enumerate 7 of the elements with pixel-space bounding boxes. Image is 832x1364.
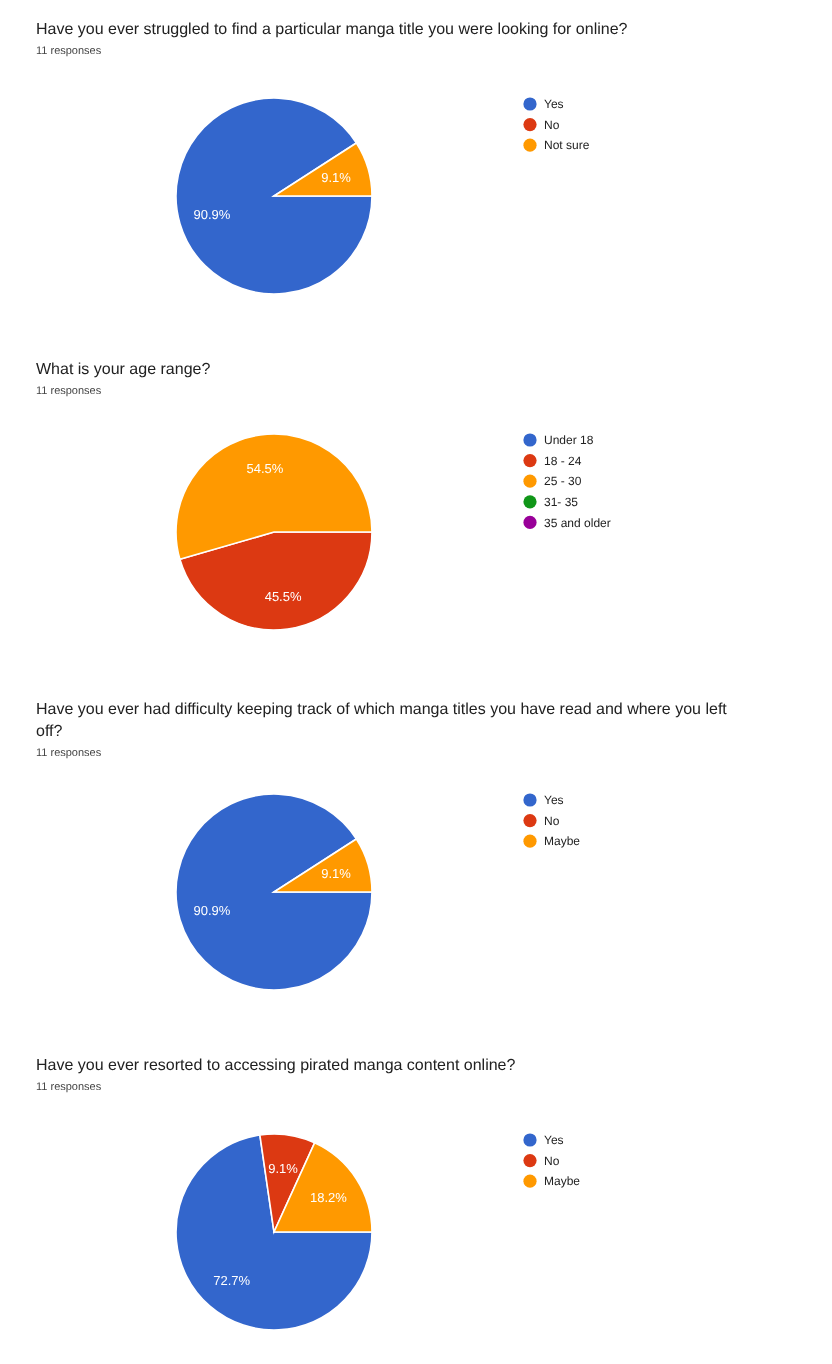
chart-title: Have you ever resorted to accessing pirated manga content online? [36, 1056, 517, 1074]
pie-slice [175, 1134, 373, 1331]
chart-title: Have you ever struggled to find a particular manga title you were looking for online? [36, 20, 629, 38]
chart-title: Have you ever had difficulty keeping track of which manga titles you have read and where you left off? [36, 700, 729, 740]
pie-slice [175, 793, 373, 991]
chart-title: What is your age range? [36, 360, 212, 378]
pie-slice [175, 97, 373, 295]
